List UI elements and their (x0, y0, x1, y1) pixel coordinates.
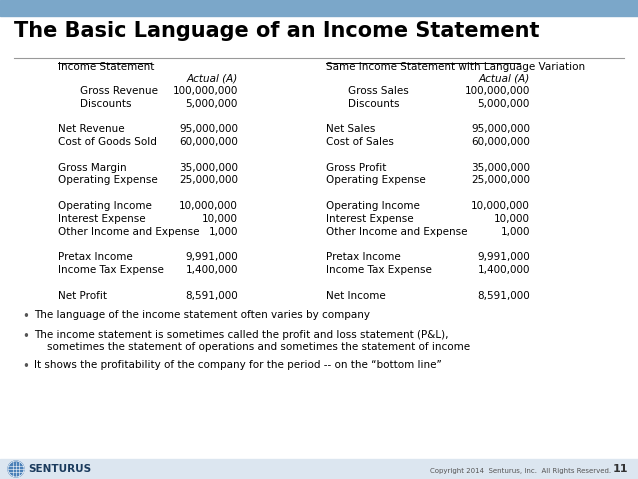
Text: 1,400,000: 1,400,000 (186, 265, 238, 275)
Text: Actual (A): Actual (A) (478, 73, 530, 83)
Text: Income Tax Expense: Income Tax Expense (326, 265, 432, 275)
Text: The income statement is sometimes called the profit and loss statement (P&L),: The income statement is sometimes called… (34, 330, 449, 340)
Text: 1,000: 1,000 (500, 227, 530, 237)
Text: 10,000,000: 10,000,000 (179, 201, 238, 211)
Text: Gross Profit: Gross Profit (326, 162, 387, 172)
Text: 11: 11 (612, 464, 628, 474)
Circle shape (8, 461, 24, 477)
Text: Discounts: Discounts (348, 99, 399, 109)
Text: Net Revenue: Net Revenue (58, 124, 124, 134)
Text: Actual (A): Actual (A) (187, 73, 238, 83)
Text: •: • (22, 330, 29, 343)
Text: Net Profit: Net Profit (58, 291, 107, 301)
Text: 100,000,000: 100,000,000 (173, 86, 238, 96)
Text: 25,000,000: 25,000,000 (179, 175, 238, 185)
Text: Copyright 2014  Senturus, Inc.  All Rights Reserved.: Copyright 2014 Senturus, Inc. All Rights… (430, 468, 611, 474)
Text: The Basic Language of an Income Statement: The Basic Language of an Income Statemen… (14, 21, 540, 41)
Text: •: • (22, 310, 29, 323)
Text: Operating Expense: Operating Expense (326, 175, 426, 185)
Text: Cost of Goods Sold: Cost of Goods Sold (58, 137, 157, 147)
Text: Pretax Income: Pretax Income (58, 252, 133, 262)
Text: Operating Income: Operating Income (326, 201, 420, 211)
Text: Operating Income: Operating Income (58, 201, 152, 211)
Text: 60,000,000: 60,000,000 (471, 137, 530, 147)
Text: Interest Expense: Interest Expense (326, 214, 413, 224)
Text: Net Income: Net Income (326, 291, 386, 301)
Text: 1,000: 1,000 (209, 227, 238, 237)
Text: 8,591,000: 8,591,000 (477, 291, 530, 301)
Text: Net Sales: Net Sales (326, 124, 375, 134)
Text: 1,400,000: 1,400,000 (477, 265, 530, 275)
Text: SENTURUS: SENTURUS (28, 464, 91, 474)
Text: Gross Sales: Gross Sales (348, 86, 409, 96)
Text: The language of the income statement often varies by company: The language of the income statement oft… (34, 310, 370, 320)
Text: 5,000,000: 5,000,000 (186, 99, 238, 109)
Text: Other Income and Expense: Other Income and Expense (326, 227, 468, 237)
Bar (0, 0, 638, 16)
Text: Pretax Income: Pretax Income (326, 252, 401, 262)
Text: 10,000: 10,000 (494, 214, 530, 224)
Text: 8,591,000: 8,591,000 (185, 291, 238, 301)
Text: sometimes the statement of operations and sometimes the statement of income: sometimes the statement of operations an… (34, 342, 470, 352)
Text: Income Tax Expense: Income Tax Expense (58, 265, 164, 275)
Text: Same Income Statement with Language Variation: Same Income Statement with Language Vari… (326, 62, 585, 72)
Text: It shows the profitability of the company for the period -- on the “bottom line”: It shows the profitability of the compan… (34, 360, 441, 370)
Text: 10,000,000: 10,000,000 (471, 201, 530, 211)
Text: Other Income and Expense: Other Income and Expense (58, 227, 200, 237)
Text: Operating Expense: Operating Expense (58, 175, 158, 185)
Text: 60,000,000: 60,000,000 (179, 137, 238, 147)
Text: 9,991,000: 9,991,000 (477, 252, 530, 262)
Text: 35,000,000: 35,000,000 (179, 162, 238, 172)
Text: 95,000,000: 95,000,000 (179, 124, 238, 134)
Text: 95,000,000: 95,000,000 (471, 124, 530, 134)
Text: Gross Margin: Gross Margin (58, 162, 126, 172)
Text: Cost of Sales: Cost of Sales (326, 137, 394, 147)
Text: 5,000,000: 5,000,000 (478, 99, 530, 109)
Text: Income Statement: Income Statement (58, 62, 154, 72)
Text: Gross Revenue: Gross Revenue (80, 86, 158, 96)
Text: Interest Expense: Interest Expense (58, 214, 145, 224)
Bar (0, 459, 638, 479)
Text: 25,000,000: 25,000,000 (471, 175, 530, 185)
Text: 10,000: 10,000 (202, 214, 238, 224)
Text: 9,991,000: 9,991,000 (185, 252, 238, 262)
Text: •: • (22, 360, 29, 373)
Text: 100,000,000: 100,000,000 (464, 86, 530, 96)
Text: 35,000,000: 35,000,000 (471, 162, 530, 172)
Text: Discounts: Discounts (80, 99, 131, 109)
